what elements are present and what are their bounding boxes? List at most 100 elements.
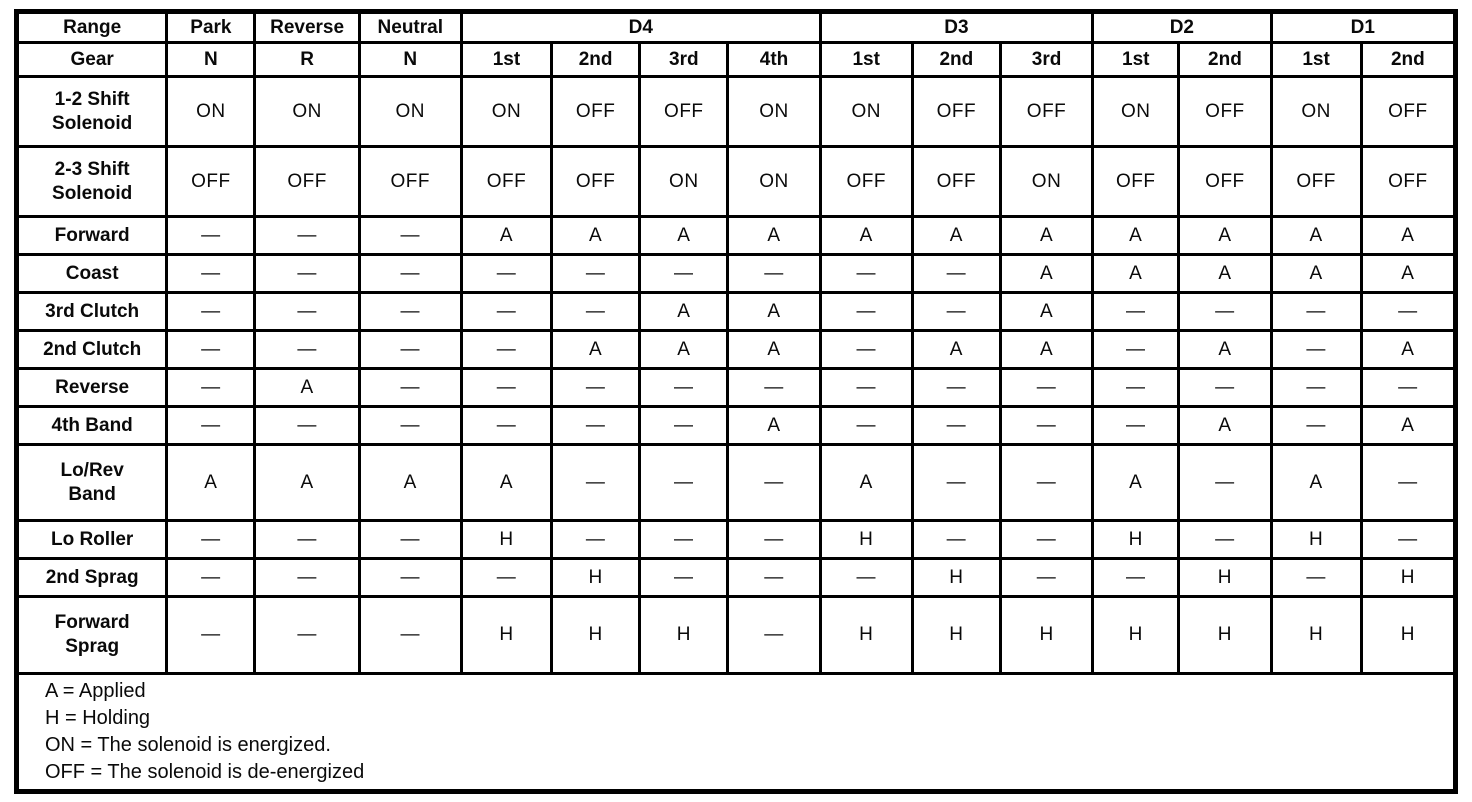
cell-value: — [1269, 405, 1363, 446]
cell-value: A [818, 215, 914, 256]
cell-value: OFF [253, 145, 361, 218]
cell-value: — [357, 253, 463, 294]
cell-value: ON [165, 75, 257, 148]
cell-value: A [1269, 215, 1363, 256]
cell-value: ON [253, 75, 361, 148]
header-group-d1: D1 [1269, 10, 1458, 44]
table-row: Forward Sprag — — — H H H — H H H H H H H [14, 595, 1458, 675]
cell-value: H [1177, 557, 1273, 598]
cell-value: A [1091, 215, 1181, 256]
cell-value: A [910, 215, 1002, 256]
gear-header-cell: 3rd [998, 41, 1095, 78]
cell-value: OFF [910, 75, 1002, 148]
header-group-d3: D3 [818, 10, 1095, 44]
cell-value: — [253, 291, 361, 332]
clutch-band-application-table: Range Park Reverse Neutral D4 D3 D2 D1 Gear… [14, 9, 1458, 794]
cell-value: ON [638, 145, 730, 218]
cell-value: OFF [638, 75, 730, 148]
cell-value: ON [818, 75, 914, 148]
cell-value: A [550, 329, 642, 370]
cell-value: — [165, 519, 257, 560]
table-body: 1-2 Shift Solenoid ON ON ON ON OFF OFF ON ON OFF O… [14, 75, 1458, 675]
cell-value: — [459, 291, 554, 332]
cell-value: A [726, 329, 822, 370]
cell-value: — [459, 367, 554, 408]
cell-value: — [998, 557, 1095, 598]
gear-header-cell: 1st [818, 41, 914, 78]
cell-value: — [1359, 291, 1458, 332]
cell-value: — [253, 329, 361, 370]
table-row: 1-2 Shift Solenoid ON ON ON ON OFF OFF ON ON OFF O… [14, 75, 1458, 148]
cell-value: — [357, 367, 463, 408]
cell-value: — [357, 215, 463, 256]
table-row: 2nd Clutch — — — — A A A — A A — A — A [14, 329, 1458, 370]
cell-value: A [998, 215, 1095, 256]
cell-value: — [1359, 367, 1458, 408]
cell-value: — [910, 405, 1002, 446]
cell-value: ON [459, 75, 554, 148]
range-header-row: Range Park Reverse Neutral D4 D3 D2 D1 [14, 10, 1458, 44]
table-row: Reverse — A — — — — — — — — — — — — [14, 367, 1458, 408]
cell-value: A [1359, 329, 1458, 370]
row-label: Lo Roller [14, 519, 169, 560]
cell-value: OFF [550, 75, 642, 148]
header-gear: Gear [14, 41, 169, 78]
cell-value: — [550, 291, 642, 332]
cell-value: A [638, 329, 730, 370]
cell-value: — [910, 253, 1002, 294]
gear-header-cell: 1st [459, 41, 554, 78]
cell-value: — [165, 595, 257, 675]
gear-header-cell: 1st [1091, 41, 1181, 78]
cell-value: A [1359, 405, 1458, 446]
cell-value: — [165, 557, 257, 598]
gear-header-cell: 3rd [638, 41, 730, 78]
cell-value: — [165, 367, 257, 408]
cell-value: OFF [357, 145, 463, 218]
row-label: 2-3 Shift Solenoid [14, 145, 169, 218]
cell-value: — [1177, 291, 1273, 332]
cell-value: — [1091, 405, 1181, 446]
row-label: Reverse [14, 367, 169, 408]
cell-value: — [638, 443, 730, 522]
cell-value: A [726, 405, 822, 446]
cell-value: OFF [818, 145, 914, 218]
cell-value: OFF [165, 145, 257, 218]
cell-value: — [165, 405, 257, 446]
table-row: Lo Roller — — — H — — — H — — H — H — [14, 519, 1458, 560]
cell-value: A [1177, 329, 1273, 370]
table-row: 3rd Clutch — — — — — A A — — A — — — — [14, 291, 1458, 332]
cell-value: — [726, 443, 822, 522]
cell-value: — [638, 557, 730, 598]
cell-value: — [1091, 367, 1181, 408]
cell-value: A [253, 367, 361, 408]
legend-line-holding: H = Holding [45, 707, 151, 729]
row-label: Forward [14, 215, 169, 256]
cell-value: A [253, 443, 361, 522]
cell-value: — [818, 253, 914, 294]
cell-value: A [459, 215, 554, 256]
cell-value: H [550, 557, 642, 598]
cell-value: — [165, 329, 257, 370]
cell-value: — [550, 253, 642, 294]
gear-header-cell: 2nd [1359, 41, 1458, 78]
cell-value: — [253, 215, 361, 256]
cell-value: — [253, 519, 361, 560]
table-row: 2nd Sprag — — — — H — — — H — — H — H [14, 557, 1458, 598]
cell-value: — [910, 291, 1002, 332]
cell-value: — [357, 595, 463, 675]
gear-header-cell: N [357, 41, 463, 78]
cell-value: ON [726, 145, 822, 218]
cell-value: — [1359, 443, 1458, 522]
cell-value: ON [1269, 75, 1363, 148]
cell-value: A [726, 215, 822, 256]
cell-value: — [1091, 291, 1181, 332]
header-neutral: Neutral [357, 10, 463, 44]
cell-value: H [1359, 557, 1458, 598]
cell-value: — [165, 215, 257, 256]
row-label: 4th Band [14, 405, 169, 446]
cell-value: — [818, 329, 914, 370]
cell-value: H [1091, 519, 1181, 560]
cell-value: A [1091, 253, 1181, 294]
header-reverse: Reverse [253, 10, 361, 44]
table-row: Coast — — — — — — — — — A A A A A [14, 253, 1458, 294]
